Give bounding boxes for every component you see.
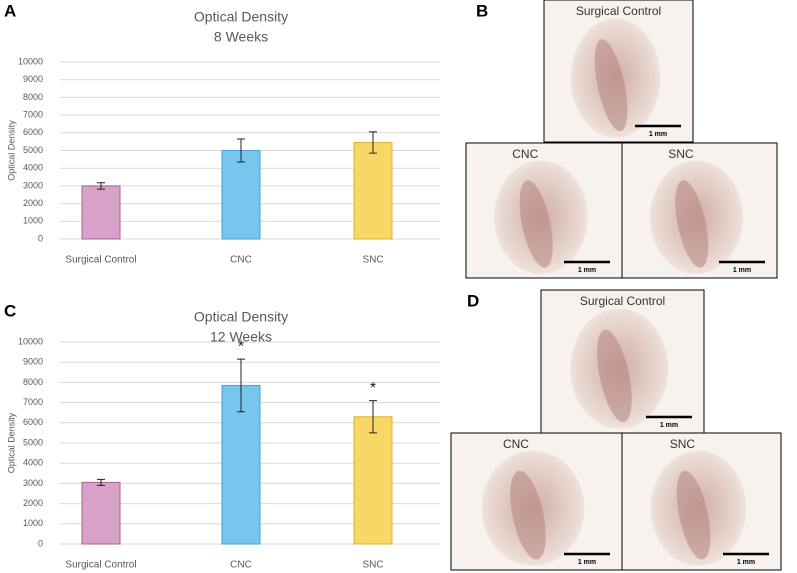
panel-label: B: [476, 1, 488, 20]
panel-label: A: [4, 1, 16, 20]
bar: [353, 416, 393, 545]
y-tick-label: 4000: [23, 163, 43, 173]
y-tick-label: 10000: [18, 56, 43, 66]
y-tick-label: 6000: [23, 417, 43, 427]
y-tick-label: 1000: [23, 216, 43, 226]
tissue-core: [675, 180, 709, 268]
y-tick-label: 1000: [23, 518, 43, 528]
y-tick-label: 7000: [23, 109, 43, 119]
y-tick-label: 2000: [23, 198, 43, 208]
image-caption: Surgical Control: [576, 4, 661, 18]
scale-label: 1 mm: [737, 559, 755, 566]
y-tick-label: 2000: [23, 498, 43, 508]
error-bar: [369, 131, 377, 154]
scale-label: 1 mm: [578, 559, 596, 566]
image-caption: SNC: [670, 437, 696, 451]
image-caption: SNC: [668, 147, 694, 161]
x-tick-label: CNC: [230, 255, 252, 266]
x-tick-label: Surgical Control: [65, 255, 136, 266]
error-bar: [237, 138, 245, 163]
y-axis-label: Optical Density: [6, 120, 16, 181]
y-axis-label: Optical Density: [6, 412, 16, 473]
error-bar: [237, 358, 245, 413]
error-bar: [97, 478, 105, 486]
y-tick-label: 6000: [23, 127, 43, 137]
tissue-core: [676, 470, 711, 560]
tissue-core: [519, 180, 553, 268]
y-tick-label: 8000: [23, 377, 43, 387]
y-tick-label: 8000: [23, 92, 43, 102]
y-tick-label: 3000: [23, 180, 43, 190]
y-tick-label: 3000: [23, 478, 43, 488]
x-tick-label: CNC: [230, 560, 252, 571]
image-caption: Surgical Control: [580, 294, 665, 308]
panel-label: C: [4, 301, 16, 320]
bar: [81, 481, 121, 545]
bar: [221, 150, 261, 240]
y-tick-label: 4000: [23, 458, 43, 468]
tissue-core: [594, 39, 628, 132]
chart-subtitle: 12 Weeks: [210, 329, 272, 345]
scale-label: 1 mm: [733, 267, 751, 274]
chart-subtitle: 8 Weeks: [214, 29, 268, 45]
y-tick-label: 0: [38, 233, 43, 243]
y-tick-label: 7000: [23, 397, 43, 407]
tissue-core: [596, 329, 632, 423]
y-tick-label: 9000: [23, 74, 43, 84]
tissue-core: [510, 470, 546, 560]
y-tick-label: 5000: [23, 437, 43, 447]
scale-label: 1 mm: [578, 267, 596, 274]
bar: [353, 142, 393, 240]
bar: [81, 185, 121, 240]
chart-title: Optical Density: [194, 309, 288, 325]
scale-label: 1 mm: [660, 422, 678, 429]
x-tick-label: SNC: [362, 560, 383, 571]
y-tick-label: 9000: [23, 357, 43, 367]
panel-label: D: [467, 291, 479, 310]
x-tick-label: SNC: [362, 255, 383, 266]
annotation: *: [370, 380, 376, 397]
x-tick-label: Surgical Control: [65, 560, 136, 571]
y-tick-label: 10000: [18, 336, 43, 346]
chart-title: Optical Density: [194, 9, 288, 25]
y-tick-label: 5000: [23, 145, 43, 155]
error-bar: [369, 400, 377, 434]
y-tick-label: 0: [38, 538, 43, 548]
error-bar: [97, 182, 105, 190]
image-caption: CNC: [512, 147, 538, 161]
annotation: *: [238, 338, 244, 355]
scale-label: 1 mm: [649, 131, 667, 138]
image-caption: CNC: [503, 437, 529, 451]
